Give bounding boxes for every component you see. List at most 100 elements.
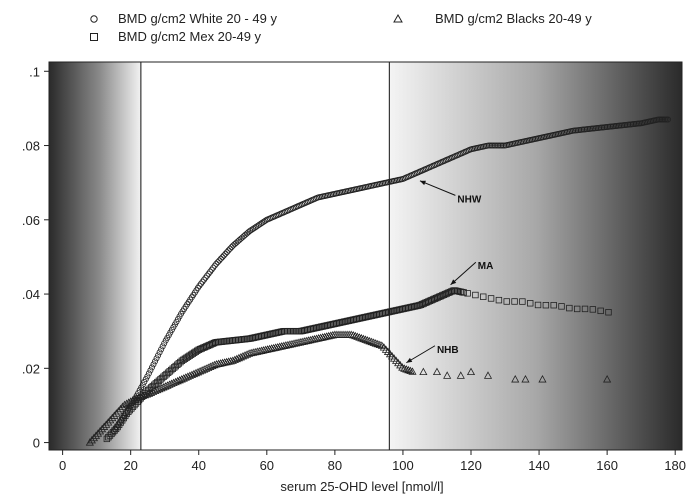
data-point xyxy=(511,375,520,383)
data-point xyxy=(503,298,510,305)
data-point xyxy=(210,264,217,271)
data-point xyxy=(199,278,206,285)
data-point xyxy=(432,367,442,376)
x-tick-label: 20 xyxy=(123,458,137,473)
data-point xyxy=(460,289,467,296)
data-point xyxy=(655,116,662,123)
data-point xyxy=(155,352,162,359)
data-point xyxy=(259,219,266,226)
circle-marker-icon xyxy=(90,15,98,23)
annotation-arrow xyxy=(419,180,456,196)
data-point xyxy=(661,116,668,123)
data-point xyxy=(496,142,503,149)
data-point xyxy=(202,274,209,281)
data-point xyxy=(538,375,547,383)
data-point xyxy=(219,254,226,261)
data-point xyxy=(114,406,123,415)
data-point xyxy=(159,343,166,350)
data-point xyxy=(534,301,542,309)
data-point xyxy=(480,293,487,300)
data-point xyxy=(443,371,452,379)
data-point xyxy=(213,260,220,267)
data-point xyxy=(225,247,232,254)
data-point xyxy=(375,340,384,349)
data-point xyxy=(402,365,411,373)
data-point xyxy=(222,250,229,257)
data-point xyxy=(605,309,612,316)
data-point xyxy=(491,142,498,149)
data-point xyxy=(573,305,581,313)
annotation-label: MA xyxy=(478,261,494,272)
data-point xyxy=(464,290,471,297)
y-tick-label: .02 xyxy=(22,361,40,376)
data-point xyxy=(128,396,137,404)
data-point xyxy=(367,337,376,346)
annotation-label: NHW xyxy=(457,194,481,205)
data-point xyxy=(257,220,264,227)
data-point xyxy=(359,334,368,343)
data-point xyxy=(217,255,224,262)
x-tick-label: 120 xyxy=(460,458,482,473)
shaded-region-deficient xyxy=(49,62,141,450)
data-point xyxy=(196,282,203,289)
annotation-white: NHW xyxy=(419,180,482,205)
data-point xyxy=(112,409,121,417)
data-point xyxy=(351,331,360,340)
data-point xyxy=(246,227,253,234)
data-point xyxy=(156,349,163,356)
data-point xyxy=(85,438,94,446)
data-point xyxy=(542,301,550,309)
data-point xyxy=(406,366,415,375)
data-point xyxy=(124,398,133,406)
data-point xyxy=(207,268,214,275)
square-marker-icon xyxy=(90,33,98,41)
data-point xyxy=(147,367,154,374)
data-point xyxy=(487,295,495,302)
x-tick-label: 100 xyxy=(392,458,414,473)
data-point xyxy=(499,142,506,149)
data-point xyxy=(498,142,505,149)
x-tick-label: 160 xyxy=(596,458,618,473)
annotation-label: NHB xyxy=(437,345,459,356)
data-point xyxy=(87,435,96,444)
data-point xyxy=(663,116,670,123)
data-point xyxy=(250,225,257,232)
legend-label-mex: BMD g/cm2 Mex 20-49 y xyxy=(118,29,262,44)
data-point xyxy=(100,422,109,430)
x-tick-label: 60 xyxy=(260,458,274,473)
data-point xyxy=(106,415,115,424)
x-axis: 0 20 40 60 80 100 120 140 160 180 xyxy=(59,450,686,473)
data-point xyxy=(493,142,500,149)
data-point xyxy=(95,427,105,435)
y-tick-label: .08 xyxy=(22,139,40,154)
data-point xyxy=(91,431,101,439)
data-point xyxy=(223,249,230,256)
data-point xyxy=(211,262,218,269)
data-point xyxy=(519,298,526,305)
data-point xyxy=(665,116,672,123)
plot-frame xyxy=(48,61,683,451)
data-point xyxy=(256,221,263,228)
y-tick-label: .04 xyxy=(22,287,40,302)
data-point xyxy=(150,361,157,368)
data-point xyxy=(93,429,103,437)
data-point xyxy=(120,400,129,409)
series-mex xyxy=(103,287,612,443)
data-point xyxy=(558,303,565,310)
data-point xyxy=(122,399,131,407)
data-point xyxy=(197,280,204,287)
data-point xyxy=(205,270,212,277)
shaded-region-sufficient xyxy=(389,62,682,450)
data-point xyxy=(485,142,492,149)
data-point xyxy=(104,418,113,426)
data-point xyxy=(116,404,125,413)
x-tick-label: 180 xyxy=(664,458,686,473)
data-point xyxy=(521,375,530,383)
data-point xyxy=(248,226,255,233)
data-point xyxy=(550,301,557,309)
data-point xyxy=(365,336,374,345)
annotation-mex: MA xyxy=(450,261,494,286)
legend-label-blacks: BMD g/cm2 Blacks 20-49 y xyxy=(435,11,592,26)
data-point xyxy=(511,298,518,305)
arrow-head-icon xyxy=(450,279,457,285)
